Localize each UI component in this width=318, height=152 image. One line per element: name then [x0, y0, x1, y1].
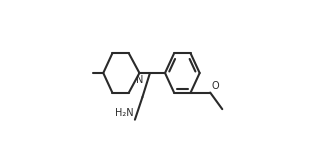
- Text: N: N: [136, 75, 143, 85]
- Text: O: O: [211, 81, 219, 91]
- Text: H₂N: H₂N: [115, 108, 134, 118]
